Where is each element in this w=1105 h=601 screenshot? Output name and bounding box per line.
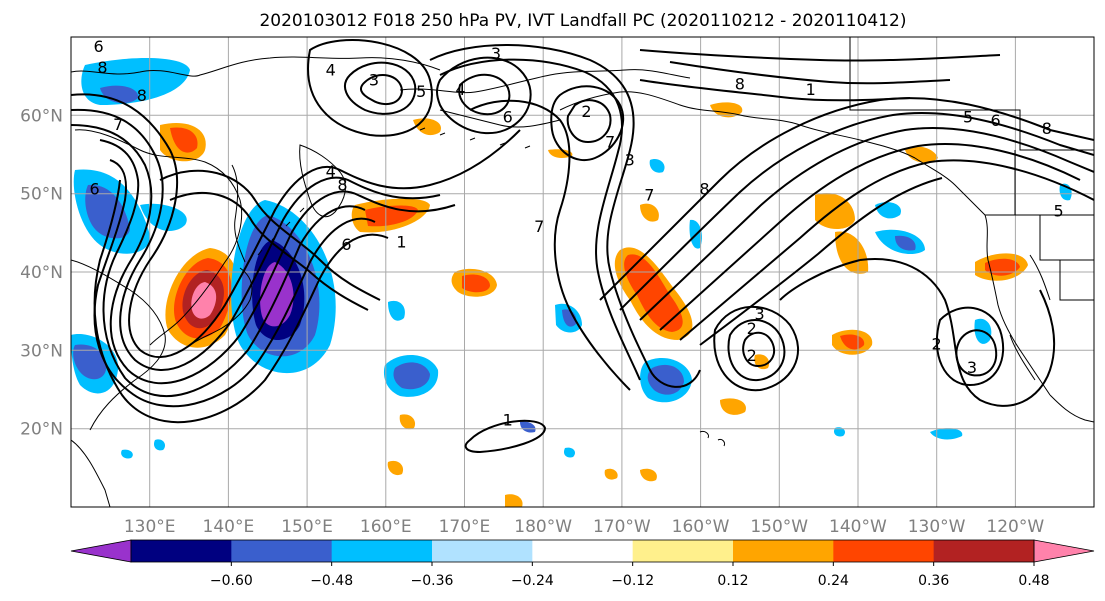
contour-label: 2 bbox=[932, 334, 942, 353]
contour-label: 1 bbox=[806, 80, 816, 99]
lon-tick-label: 120°W bbox=[986, 517, 1044, 537]
colorbar-segment bbox=[432, 540, 533, 562]
contour-label: 3 bbox=[369, 70, 379, 89]
colorbar-segment bbox=[331, 540, 433, 562]
map-title: 2020103012 F018 250 hPa PV, IVT Landfall… bbox=[259, 11, 906, 31]
contour-label: 3 bbox=[625, 150, 635, 169]
colorbar-tick-label: −0.36 bbox=[411, 573, 454, 589]
map-frame bbox=[70, 36, 1095, 508]
contour-label: 5 bbox=[963, 107, 973, 126]
contour-label: 4 bbox=[326, 162, 336, 181]
contour-label: 3 bbox=[967, 358, 977, 377]
colorbar-segment bbox=[833, 540, 935, 562]
contour-label: 7 bbox=[644, 186, 654, 205]
contour-label: 8 bbox=[337, 175, 347, 194]
colorbar-segment bbox=[131, 540, 232, 562]
contour-label: 5 bbox=[416, 82, 426, 101]
lon-tick-label: 170°W bbox=[593, 517, 651, 537]
colorbar-tick-label: −0.60 bbox=[210, 573, 253, 589]
contour-label: 3 bbox=[491, 44, 501, 63]
pv-contours bbox=[71, 39, 1094, 454]
coastlines bbox=[71, 37, 1094, 507]
colorbar-tick-label: 0.12 bbox=[717, 573, 748, 589]
lon-tick-label: 130°W bbox=[908, 517, 966, 537]
contour-label: 6 bbox=[991, 111, 1001, 130]
lon-tick-label: 180°W bbox=[514, 517, 572, 537]
colorbar-segment bbox=[933, 540, 1035, 562]
contour-label: 2 bbox=[747, 319, 757, 338]
contour-label: 6 bbox=[503, 107, 513, 126]
gridlines bbox=[71, 37, 1094, 507]
contour-label: 3 bbox=[754, 305, 764, 324]
contour-label: 4 bbox=[455, 80, 465, 99]
lat-axis-labels: 20°N 30°N 40°N 50°N 60°N bbox=[20, 106, 63, 439]
lat-tick-label: 20°N bbox=[20, 420, 63, 440]
contour-label: 2 bbox=[747, 346, 757, 365]
lon-tick-label: 150°E bbox=[281, 517, 333, 537]
colorbar-segment bbox=[733, 540, 834, 562]
lat-tick-label: 60°N bbox=[20, 106, 63, 126]
lat-tick-label: 40°N bbox=[20, 263, 63, 283]
colorbar-extend-low bbox=[70, 539, 132, 563]
contour-label: 7 bbox=[534, 217, 544, 236]
contour-label: 1 bbox=[503, 410, 513, 429]
colorbar-tick-label: 0.36 bbox=[918, 573, 949, 589]
contour-label: 7 bbox=[113, 115, 123, 134]
colorbar-segment bbox=[632, 540, 734, 562]
contour-label: 4 bbox=[326, 60, 336, 79]
contour-label: 8 bbox=[735, 74, 745, 93]
contour-label: 5 bbox=[1053, 201, 1063, 220]
lon-tick-label: 160°E bbox=[360, 517, 412, 537]
lat-tick-label: 50°N bbox=[20, 185, 63, 205]
colorbar-tick-label: 0.48 bbox=[1018, 573, 1049, 589]
contour-label: 8 bbox=[137, 86, 147, 105]
colorbar-tick-labels: −0.60 −0.48 −0.36 −0.24 −0.12 0.12 0.24 0.36 0.4… bbox=[210, 562, 1050, 589]
colorbar-tick-label: 0.24 bbox=[818, 573, 849, 589]
lat-tick-label: 30°N bbox=[20, 341, 63, 361]
colorbar-segment bbox=[532, 540, 634, 562]
colorbar-tick-label: −0.48 bbox=[310, 573, 353, 589]
colorbar-extend-high bbox=[1033, 539, 1095, 563]
lon-axis-labels: 130°E 140°E 150°E 160°E 170°E 180°W 170°W 160°W… bbox=[124, 517, 1045, 537]
colorbar-frame bbox=[130, 539, 1035, 563]
contour-label: 8 bbox=[1042, 119, 1052, 138]
lon-tick-label: 170°E bbox=[439, 517, 491, 537]
lon-tick-label: 150°W bbox=[750, 517, 808, 537]
lon-tick-label: 140°E bbox=[203, 517, 255, 537]
contour-label: 2 bbox=[581, 102, 591, 121]
contour-label: 6 bbox=[341, 235, 351, 254]
colorbar-tick-label: −0.12 bbox=[611, 573, 654, 589]
contour-label: 8 bbox=[97, 58, 107, 77]
colorbar-tick-label: −0.24 bbox=[511, 573, 554, 589]
contour-label: 8 bbox=[699, 179, 709, 198]
colorbar bbox=[70, 539, 1095, 563]
contour-label: 6 bbox=[90, 179, 100, 198]
lon-tick-label: 140°W bbox=[829, 517, 887, 537]
contour-label: 1 bbox=[396, 233, 406, 252]
lon-tick-label: 130°E bbox=[124, 517, 176, 537]
lon-tick-label: 160°W bbox=[672, 517, 730, 537]
contour-label: 6 bbox=[93, 37, 103, 56]
contour-label: 7 bbox=[605, 132, 615, 151]
colorbar-segment bbox=[231, 540, 333, 562]
